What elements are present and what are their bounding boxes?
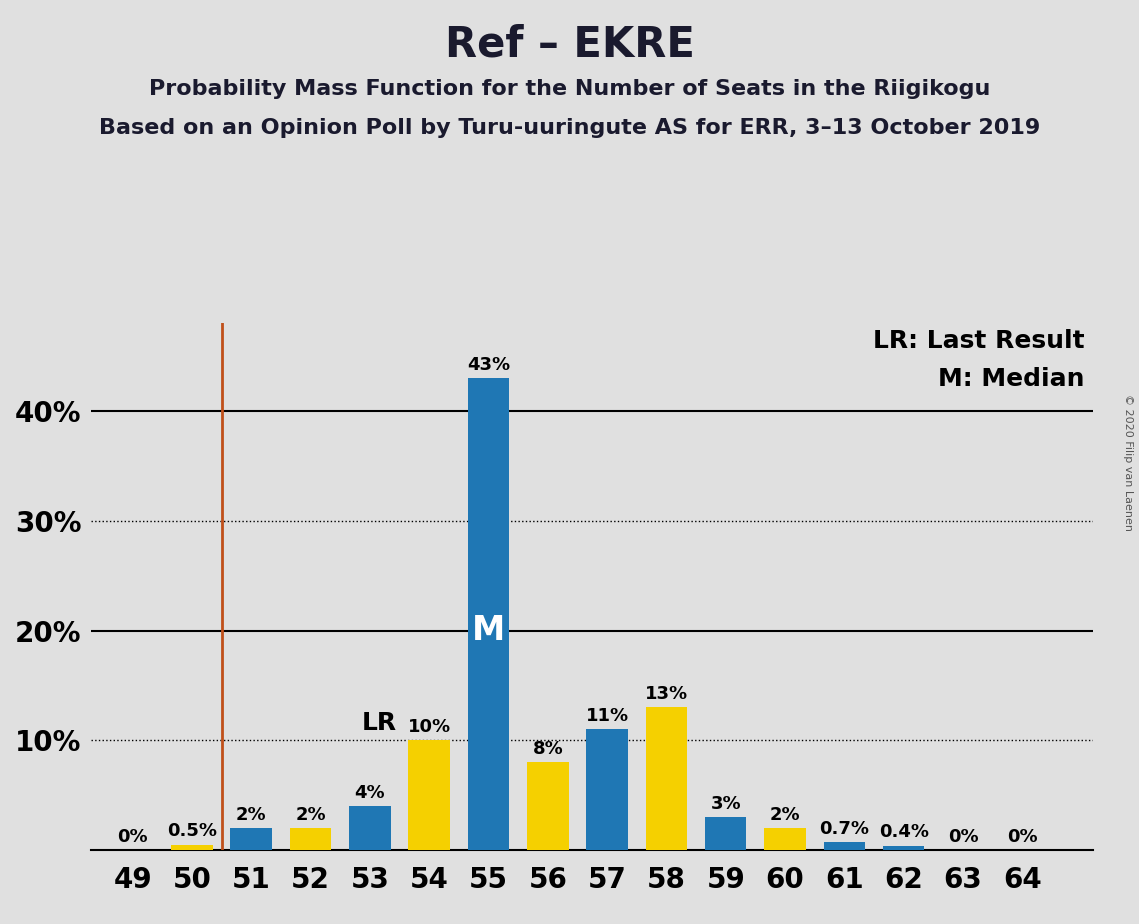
Text: 0.7%: 0.7% bbox=[819, 820, 869, 838]
Text: 2%: 2% bbox=[770, 806, 801, 824]
Text: 0%: 0% bbox=[948, 828, 978, 845]
Bar bbox=[527, 762, 568, 850]
Text: 43%: 43% bbox=[467, 356, 510, 374]
Bar bbox=[289, 828, 331, 850]
Text: LR: Last Result: LR: Last Result bbox=[872, 329, 1084, 353]
Text: M: M bbox=[472, 614, 505, 647]
Text: 3%: 3% bbox=[711, 795, 741, 813]
Text: M: Median: M: Median bbox=[939, 368, 1084, 391]
Bar bbox=[705, 817, 746, 850]
Text: LR: LR bbox=[361, 711, 396, 735]
Text: 0%: 0% bbox=[1007, 828, 1038, 845]
Text: 0.5%: 0.5% bbox=[167, 822, 216, 840]
Bar bbox=[646, 708, 687, 850]
Text: 11%: 11% bbox=[585, 707, 629, 725]
Bar bbox=[230, 828, 272, 850]
Text: © 2020 Filip van Laenen: © 2020 Filip van Laenen bbox=[1123, 394, 1133, 530]
Text: 2%: 2% bbox=[295, 806, 326, 824]
Bar bbox=[764, 828, 805, 850]
Text: 10%: 10% bbox=[408, 718, 451, 736]
Text: Ref – EKRE: Ref – EKRE bbox=[444, 23, 695, 65]
Text: 0%: 0% bbox=[117, 828, 148, 845]
Text: Probability Mass Function for the Number of Seats in the Riigikogu: Probability Mass Function for the Number… bbox=[149, 79, 990, 99]
Bar bbox=[823, 843, 866, 850]
Text: 4%: 4% bbox=[354, 784, 385, 802]
Bar bbox=[350, 806, 391, 850]
Bar bbox=[171, 845, 213, 850]
Text: 8%: 8% bbox=[532, 740, 563, 758]
Bar bbox=[587, 729, 628, 850]
Bar bbox=[883, 845, 925, 850]
Text: Based on an Opinion Poll by Turu-uuringute AS for ERR, 3–13 October 2019: Based on an Opinion Poll by Turu-uuringu… bbox=[99, 118, 1040, 139]
Text: 13%: 13% bbox=[645, 685, 688, 703]
Text: 0.4%: 0.4% bbox=[878, 823, 928, 841]
Text: 2%: 2% bbox=[236, 806, 267, 824]
Bar bbox=[409, 740, 450, 850]
Bar bbox=[468, 378, 509, 850]
